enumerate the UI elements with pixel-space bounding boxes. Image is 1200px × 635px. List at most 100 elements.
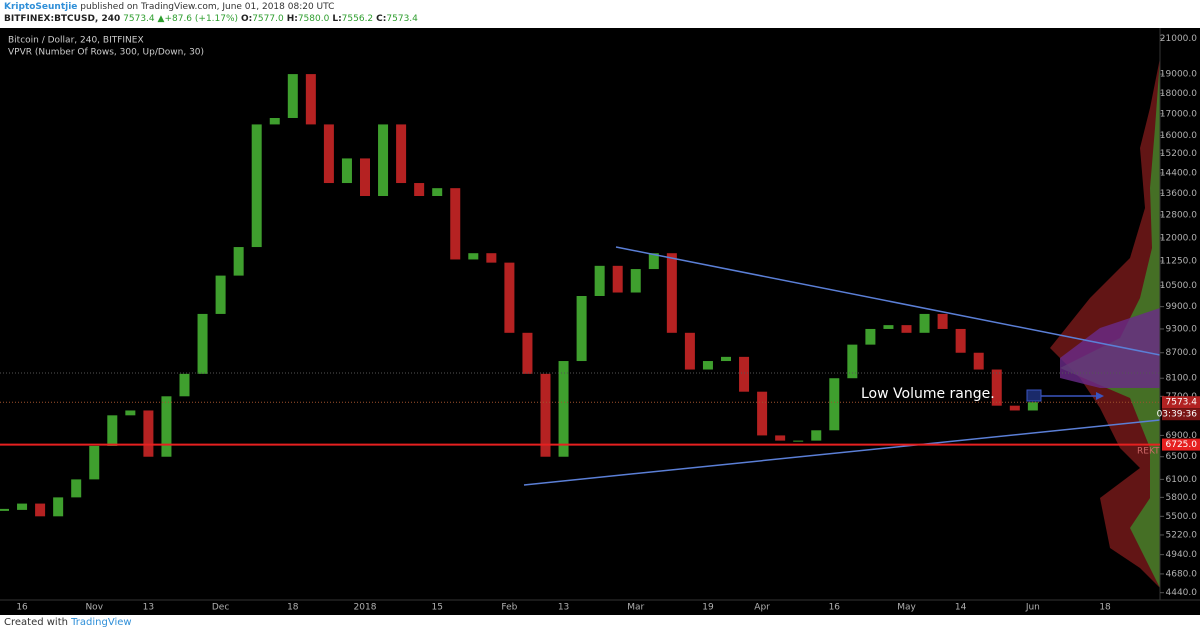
candle bbox=[414, 183, 425, 197]
candle bbox=[251, 124, 262, 248]
y-tick-label: 19000.0 bbox=[1160, 70, 1197, 80]
ohlc-key: L: bbox=[332, 14, 342, 24]
candle bbox=[955, 328, 966, 353]
candle bbox=[17, 503, 28, 510]
candle bbox=[323, 124, 334, 184]
y-tick-label: 12000.0 bbox=[1160, 234, 1197, 244]
y-tick-label: 9900.0 bbox=[1166, 302, 1198, 312]
y-tick-label: 4680.0 bbox=[1166, 569, 1198, 579]
marker-box bbox=[1026, 389, 1042, 402]
candle bbox=[1027, 402, 1038, 411]
y-tick-label: 8100.0 bbox=[1166, 374, 1198, 384]
candle bbox=[341, 158, 352, 184]
candle bbox=[432, 188, 443, 197]
candle bbox=[829, 378, 840, 431]
header: KriptoSeuntjie published on TradingView.… bbox=[0, 0, 1200, 28]
y-tick-label: 6100.0 bbox=[1166, 475, 1198, 485]
created: Created with bbox=[4, 617, 68, 628]
footer: Created with TradingView bbox=[4, 617, 132, 628]
x-tick-label: Feb bbox=[501, 603, 517, 613]
candle bbox=[269, 117, 280, 125]
x-tick-label: 16 bbox=[829, 603, 841, 613]
symbol-line: BITFINEX:BTCUSD, 240 7573.4 ▲+87.6 (+1.1… bbox=[4, 13, 1196, 25]
y-tick-label: 6900.0 bbox=[1166, 431, 1198, 441]
chart-title: Bitcoin / Dollar, 240, BITFINEX bbox=[8, 36, 144, 46]
candle bbox=[53, 497, 64, 517]
y-tick-label: 8700.0 bbox=[1166, 348, 1198, 358]
candle bbox=[143, 410, 154, 457]
candle bbox=[161, 396, 172, 457]
candle bbox=[919, 313, 930, 333]
candle bbox=[305, 74, 316, 125]
ohlc-value: 7577.0 bbox=[252, 14, 284, 24]
arrow-head bbox=[1096, 392, 1104, 400]
candle bbox=[757, 391, 768, 436]
x-tick-label: 16 bbox=[16, 603, 28, 613]
candle bbox=[179, 373, 190, 397]
x-tick-label: Mar bbox=[627, 603, 644, 613]
ohlc-value: 7573.4 bbox=[386, 14, 418, 24]
countdown: 03:39:36 bbox=[1157, 410, 1198, 420]
level-label-bg bbox=[1162, 438, 1200, 451]
ohlc-key: C: bbox=[376, 14, 387, 24]
y-tick-label: 16000.0 bbox=[1160, 131, 1197, 141]
candle bbox=[1009, 405, 1020, 411]
y-tick-label: 12800.0 bbox=[1160, 210, 1197, 220]
arrow: ▲ bbox=[157, 14, 165, 24]
price: 7573.4 bbox=[123, 14, 155, 24]
candle bbox=[450, 188, 461, 260]
y-tick-label: 5220.0 bbox=[1166, 530, 1198, 540]
candle bbox=[612, 265, 623, 293]
candle bbox=[522, 332, 533, 374]
candle bbox=[973, 352, 984, 370]
trend-line bbox=[615, 246, 1161, 356]
candle bbox=[486, 253, 497, 263]
x-tick-label: Apr bbox=[754, 603, 770, 613]
candle bbox=[504, 262, 515, 333]
trend-line bbox=[523, 419, 1161, 486]
candle bbox=[396, 124, 407, 184]
candle bbox=[702, 361, 713, 370]
ohlc-key: O: bbox=[240, 14, 253, 24]
candle bbox=[901, 325, 912, 333]
candle bbox=[287, 74, 298, 118]
background bbox=[0, 28, 1200, 615]
candle bbox=[684, 332, 695, 370]
y-tick-label: 11250.0 bbox=[1160, 257, 1197, 267]
y-tick-label: 9300.0 bbox=[1166, 324, 1198, 334]
y-tick-label: 21000.0 bbox=[1160, 34, 1197, 44]
volume-profile bbox=[1060, 308, 1160, 388]
ohlc-value: 7556.2 bbox=[341, 14, 374, 24]
brand[interactable]: TradingView bbox=[71, 617, 132, 628]
candle bbox=[883, 325, 894, 329]
x-tick-label: 13 bbox=[143, 603, 154, 613]
x-tick-label: May bbox=[897, 603, 916, 613]
x-tick-label: Nov bbox=[85, 603, 103, 613]
y-tick-label: 13600.0 bbox=[1160, 189, 1197, 199]
candle bbox=[107, 415, 118, 446]
y-tick-label: 4440.0 bbox=[1166, 588, 1198, 598]
candle bbox=[35, 503, 46, 517]
candle bbox=[125, 410, 136, 416]
level-label: 6725.0 bbox=[1166, 440, 1198, 450]
candle bbox=[540, 373, 551, 457]
candle bbox=[197, 313, 208, 374]
candle bbox=[666, 253, 677, 333]
x-tick-label: Jun bbox=[1025, 603, 1040, 613]
price-label-bg bbox=[1162, 396, 1200, 409]
x-tick-label: 14 bbox=[955, 603, 967, 613]
y-tick-label: 5800.0 bbox=[1166, 493, 1198, 503]
candle bbox=[775, 435, 786, 441]
plot bbox=[0, 74, 1038, 517]
x-tick-label: 2018 bbox=[354, 603, 377, 613]
candle bbox=[576, 295, 587, 362]
y-tick-label: 6500.0 bbox=[1166, 452, 1198, 462]
candle bbox=[233, 247, 244, 276]
x-tick-label: 18 bbox=[1099, 603, 1111, 613]
volume-profile bbox=[1050, 58, 1160, 588]
x-tick-label: 19 bbox=[702, 603, 714, 613]
x-tick-label: 18 bbox=[287, 603, 299, 613]
change: +87.6 (+1.17%) bbox=[164, 14, 239, 24]
author[interactable]: KriptoSeuntjie bbox=[4, 2, 78, 12]
x-tick-label: Dec bbox=[212, 603, 229, 613]
